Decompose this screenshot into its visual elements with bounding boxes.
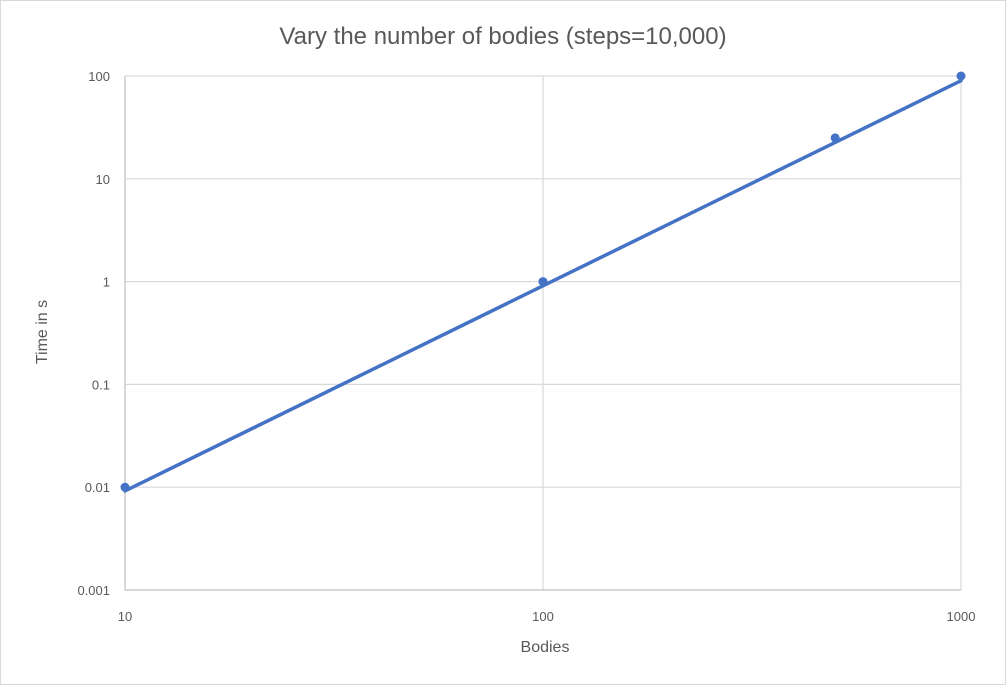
axes	[124, 76, 961, 591]
data-point	[120, 482, 130, 492]
y-tick-label: 0.001	[77, 583, 110, 598]
tick-labels: 0.001 0.01 0.1 1 10 100 10 100 1000	[77, 69, 975, 624]
y-axis-label: Time in s	[34, 300, 51, 364]
x-axis-label: Bodies	[521, 639, 570, 656]
data-point	[538, 277, 548, 287]
y-tick-label: 0.1	[92, 377, 110, 392]
x-tick-label: 10	[118, 609, 132, 624]
data-points	[120, 71, 966, 492]
y-tick-label: 10	[96, 172, 110, 187]
data-point	[830, 133, 840, 143]
y-tick-label: 0.01	[85, 480, 110, 495]
gridlines	[125, 75, 962, 590]
data-point	[956, 71, 966, 81]
chart-title: Vary the number of bodies (steps=10,000)	[279, 23, 726, 50]
x-tick-label: 100	[532, 609, 554, 624]
y-tick-label: 100	[88, 69, 110, 84]
y-tick-label: 1	[103, 275, 110, 290]
x-tick-label: 1000	[947, 609, 976, 624]
